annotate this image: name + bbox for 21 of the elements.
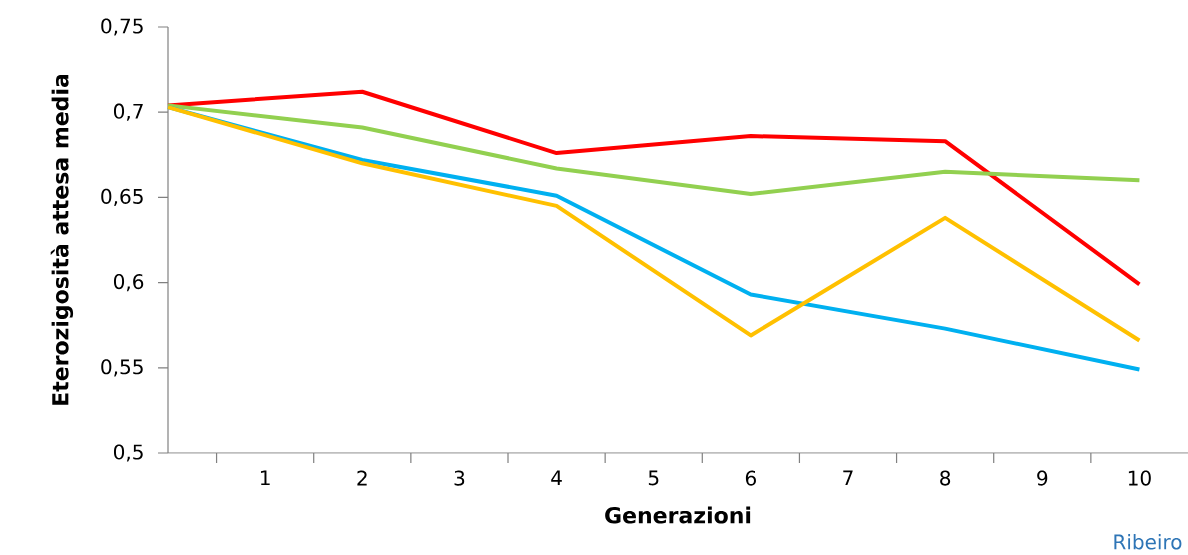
x-tick-label: 6 bbox=[745, 470, 756, 486]
x-tick-label: 1 bbox=[260, 470, 270, 486]
line-series bbox=[166, 103, 1142, 196]
y-axis-title: Eterozigosità attesa media bbox=[50, 74, 74, 405]
x-axis-title: Generazioni bbox=[605, 506, 751, 524]
y-tick-label: 0,75 bbox=[101, 18, 143, 36]
y-tick-label: 0,65 bbox=[101, 188, 143, 206]
line-series bbox=[166, 89, 1142, 287]
x-tick-label: 3 bbox=[454, 470, 465, 486]
x-tick-label: 10 bbox=[1128, 470, 1151, 486]
y-tick-label: 0,7 bbox=[113, 103, 143, 121]
x-tick-label: 8 bbox=[940, 470, 951, 486]
text: Ribeiro bbox=[1114, 533, 1182, 550]
y-tick-label: 0,5 bbox=[113, 444, 143, 462]
x-tick-label: 9 bbox=[1037, 470, 1048, 486]
x-tick-label: 2 bbox=[357, 470, 367, 486]
x-tick-label: 5 bbox=[648, 470, 659, 486]
x-tick-label: 7 bbox=[843, 470, 853, 486]
y-tick-label: 0,55 bbox=[101, 359, 143, 377]
y-tick-label: 0,6 bbox=[113, 274, 144, 292]
x-tick-label: 4 bbox=[551, 470, 562, 486]
